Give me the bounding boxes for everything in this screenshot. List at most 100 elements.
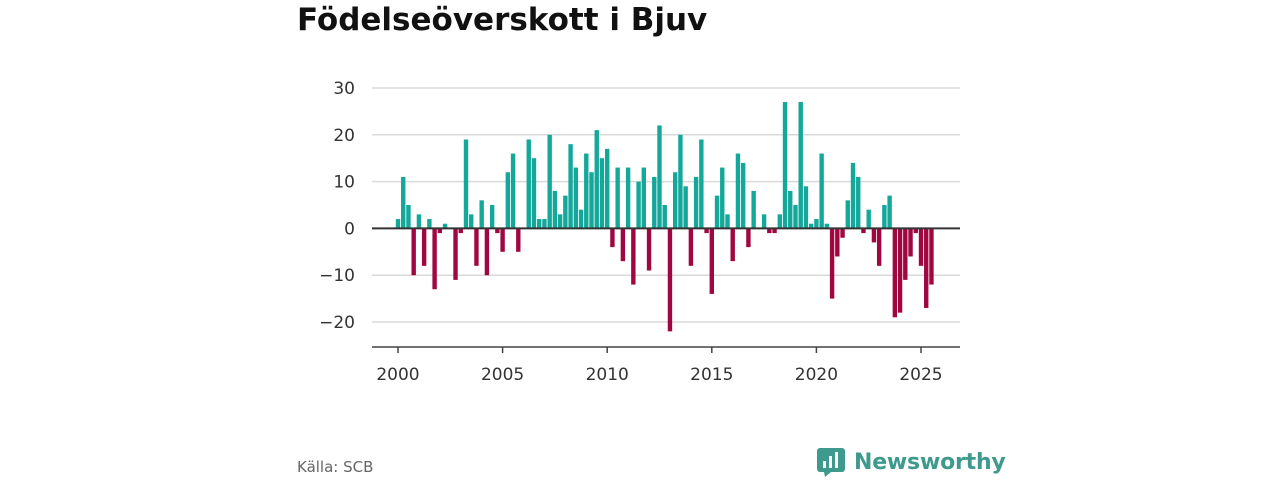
x-tick-label: 2015 [690, 365, 733, 385]
bar [740, 162, 746, 229]
bar [678, 134, 683, 229]
bars [395, 102, 934, 332]
bar [568, 144, 573, 229]
bar [479, 200, 484, 229]
bar [646, 228, 652, 271]
y-tick-label: −20 [319, 313, 355, 333]
bar [903, 228, 908, 280]
bar [845, 200, 850, 229]
bar [876, 228, 882, 266]
bar [808, 223, 814, 229]
bar [714, 195, 720, 229]
bar [683, 186, 688, 229]
bar [578, 209, 584, 229]
bar [782, 102, 788, 229]
bar [746, 228, 751, 248]
bar [709, 228, 714, 294]
bar [547, 134, 552, 229]
bar [505, 172, 511, 229]
bar [489, 205, 495, 229]
bar [531, 158, 537, 229]
bar [662, 205, 667, 229]
x-axis: 2000 2005 2010 2015 2020 2025 [372, 346, 960, 385]
source-note: Källa: SCB [297, 458, 374, 476]
y-tick-label: 30 [333, 79, 355, 99]
bar [563, 195, 568, 229]
bar [495, 228, 500, 234]
bar [803, 186, 809, 229]
x-tick-label: 2025 [899, 365, 942, 385]
bar [605, 148, 610, 229]
bar [772, 228, 777, 234]
bar [615, 167, 620, 229]
bar [908, 228, 913, 257]
bar [866, 209, 871, 229]
bar [421, 228, 427, 266]
bar [751, 190, 756, 229]
bar [824, 223, 830, 229]
bar [672, 172, 678, 229]
bar [636, 181, 641, 229]
bar [688, 228, 694, 266]
bar [552, 190, 558, 229]
bar [625, 167, 631, 229]
bar [437, 228, 443, 234]
bar [798, 102, 803, 229]
bar [537, 219, 542, 229]
bar [892, 228, 898, 318]
bar [641, 167, 647, 229]
bar [735, 153, 741, 229]
x-tick-label: 2000 [376, 365, 419, 385]
bar [829, 228, 835, 299]
bar [631, 228, 636, 285]
bar [458, 228, 463, 234]
bar-chart-logo-icon [817, 448, 845, 477]
bar [871, 228, 877, 243]
bar [657, 125, 662, 229]
brand-logo[interactable]: Newsworthy [816, 447, 1006, 477]
bar [432, 228, 437, 290]
bar [395, 219, 401, 229]
bar [887, 195, 892, 229]
bar [725, 214, 730, 229]
y-axis: −20 −10 0 10 20 30 [319, 79, 355, 333]
y-tick-label: 10 [333, 173, 355, 193]
bar [704, 228, 709, 234]
bar [929, 228, 934, 285]
chart-title: Födelseöverskott i Bjuv [297, 2, 708, 38]
bar [594, 130, 599, 229]
bar [411, 228, 416, 276]
bar [788, 190, 793, 229]
x-tick-label: 2005 [481, 365, 524, 385]
bar [761, 214, 767, 229]
bar [469, 214, 474, 229]
bar [584, 153, 589, 229]
bar [730, 228, 735, 262]
bar [516, 228, 521, 252]
x-tick-label: 2020 [795, 365, 838, 385]
y-tick-label: −10 [319, 266, 355, 286]
bar [819, 153, 824, 229]
bar [699, 139, 704, 229]
bar [835, 228, 840, 257]
bar [767, 228, 772, 234]
bar [861, 228, 866, 234]
bar [840, 228, 845, 238]
bar [526, 139, 531, 229]
y-tick-label: 20 [333, 126, 355, 146]
bar [510, 153, 516, 229]
bar [557, 214, 563, 229]
bar [589, 172, 594, 229]
brand-name: Newsworthy [854, 449, 1006, 475]
bar [442, 223, 448, 229]
bar [924, 228, 929, 308]
bar [777, 214, 782, 229]
bar [610, 228, 615, 248]
bar [667, 228, 673, 332]
bar [406, 205, 411, 229]
bar [474, 228, 479, 266]
bar [416, 214, 422, 229]
bar [918, 228, 924, 266]
bar [652, 176, 657, 229]
